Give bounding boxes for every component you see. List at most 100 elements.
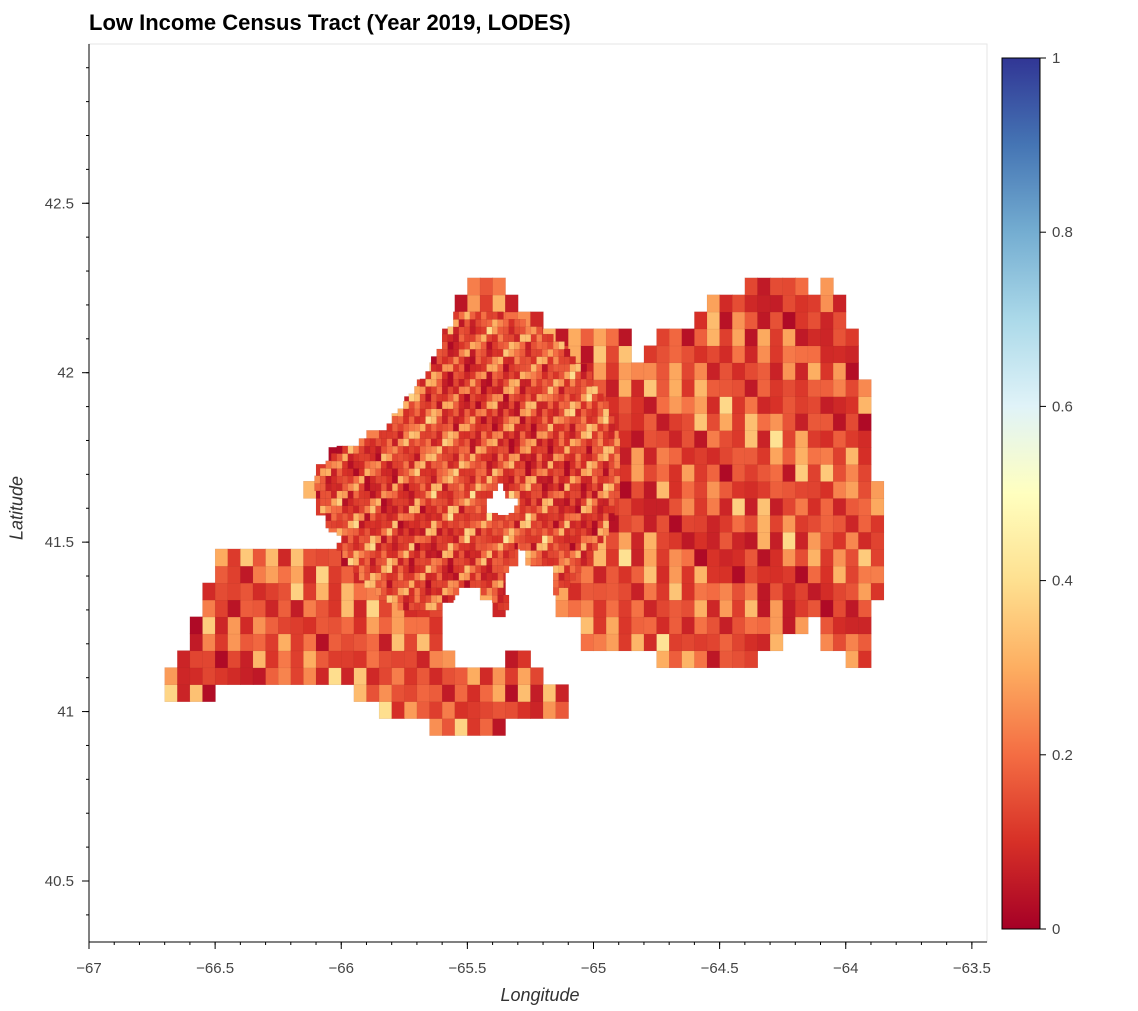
census-tract	[469, 393, 476, 402]
census-tract	[442, 550, 449, 559]
census-tract	[497, 371, 504, 380]
census-tract	[442, 423, 449, 432]
census-tract	[744, 480, 759, 499]
census-tract	[505, 294, 519, 313]
census-tract	[347, 453, 354, 462]
census-tract	[364, 579, 371, 588]
census-tract	[491, 557, 499, 566]
census-tract	[369, 557, 376, 566]
census-tract	[564, 490, 571, 499]
census-tract	[408, 527, 415, 536]
census-tract	[643, 565, 658, 584]
census-tract	[575, 527, 582, 536]
census-tract	[486, 378, 493, 387]
census-tract	[480, 371, 487, 380]
census-tract	[580, 453, 587, 462]
census-tract	[475, 401, 482, 410]
census-tract	[508, 475, 515, 484]
census-tract	[530, 393, 537, 402]
census-tract	[375, 468, 382, 477]
census-tract	[319, 475, 327, 484]
census-tract	[503, 386, 510, 395]
census-tract	[845, 599, 859, 618]
census-tract	[467, 684, 481, 702]
census-tract	[547, 483, 554, 492]
census-tract	[469, 371, 476, 380]
census-tract	[419, 445, 426, 454]
census-tract	[593, 345, 607, 364]
census-tract	[380, 505, 388, 514]
census-tract	[392, 572, 399, 581]
census-tract	[558, 497, 565, 506]
census-tract	[568, 328, 582, 347]
census-tract	[508, 520, 515, 529]
census-tract	[404, 684, 418, 702]
colorbar-tick-label: 0.8	[1052, 224, 1073, 241]
census-tract	[464, 468, 471, 477]
census-tract	[480, 393, 487, 402]
census-tract	[602, 423, 610, 432]
census-tract	[492, 684, 506, 702]
census-tract	[536, 333, 543, 342]
census-tract	[602, 527, 610, 536]
census-tract	[807, 294, 822, 313]
census-tract	[378, 667, 393, 686]
census-tract	[177, 684, 191, 702]
census-tract	[631, 514, 645, 533]
census-tract	[564, 535, 571, 544]
census-tract	[177, 667, 191, 686]
census-tract	[575, 535, 582, 544]
census-tract	[564, 527, 571, 536]
axes: −67 −66.5 −66 −65.5 −65 −64.5 −64 −63.540.54141…	[45, 44, 991, 977]
census-tract	[364, 438, 371, 447]
census-tract	[618, 413, 632, 431]
census-tract	[580, 527, 587, 536]
census-tract	[227, 616, 241, 635]
census-tract	[491, 594, 499, 603]
census-tract	[486, 483, 493, 492]
census-tract	[458, 535, 465, 544]
census-tract	[375, 520, 382, 529]
census-tract	[744, 650, 759, 669]
census-tract	[430, 401, 438, 410]
census-tract	[458, 333, 465, 342]
census-tract	[364, 550, 371, 559]
census-tract	[580, 565, 595, 584]
census-tract	[508, 378, 515, 387]
census-tract	[403, 430, 410, 439]
census-tract	[358, 520, 365, 529]
census-tract	[497, 423, 504, 432]
census-tract	[331, 453, 338, 462]
census-tract	[480, 423, 487, 432]
census-tract	[719, 362, 733, 381]
census-tract	[479, 684, 494, 702]
census-tract	[414, 468, 421, 477]
census-tract	[669, 548, 683, 567]
census-tract	[408, 423, 415, 432]
census-tract	[719, 328, 733, 347]
census-tract	[525, 505, 532, 514]
census-tract	[479, 277, 494, 296]
census-tract	[475, 453, 482, 462]
census-tract	[375, 438, 382, 447]
census-tract	[453, 415, 460, 424]
census-tract	[442, 386, 449, 395]
census-tract	[375, 565, 382, 574]
census-tract	[569, 356, 576, 365]
census-tract	[347, 550, 354, 559]
census-tract	[656, 548, 670, 567]
census-tract	[331, 468, 338, 477]
census-tract	[519, 453, 526, 462]
census-tract	[503, 408, 510, 417]
census-tract	[430, 363, 438, 372]
census-tract	[492, 718, 506, 736]
census-tract	[519, 505, 526, 514]
census-tract	[508, 535, 515, 544]
census-tract	[425, 490, 432, 499]
census-tract	[486, 326, 493, 335]
census-tract	[430, 393, 438, 402]
census-tract	[364, 483, 371, 492]
census-tract	[414, 565, 421, 574]
census-tract	[436, 512, 443, 521]
